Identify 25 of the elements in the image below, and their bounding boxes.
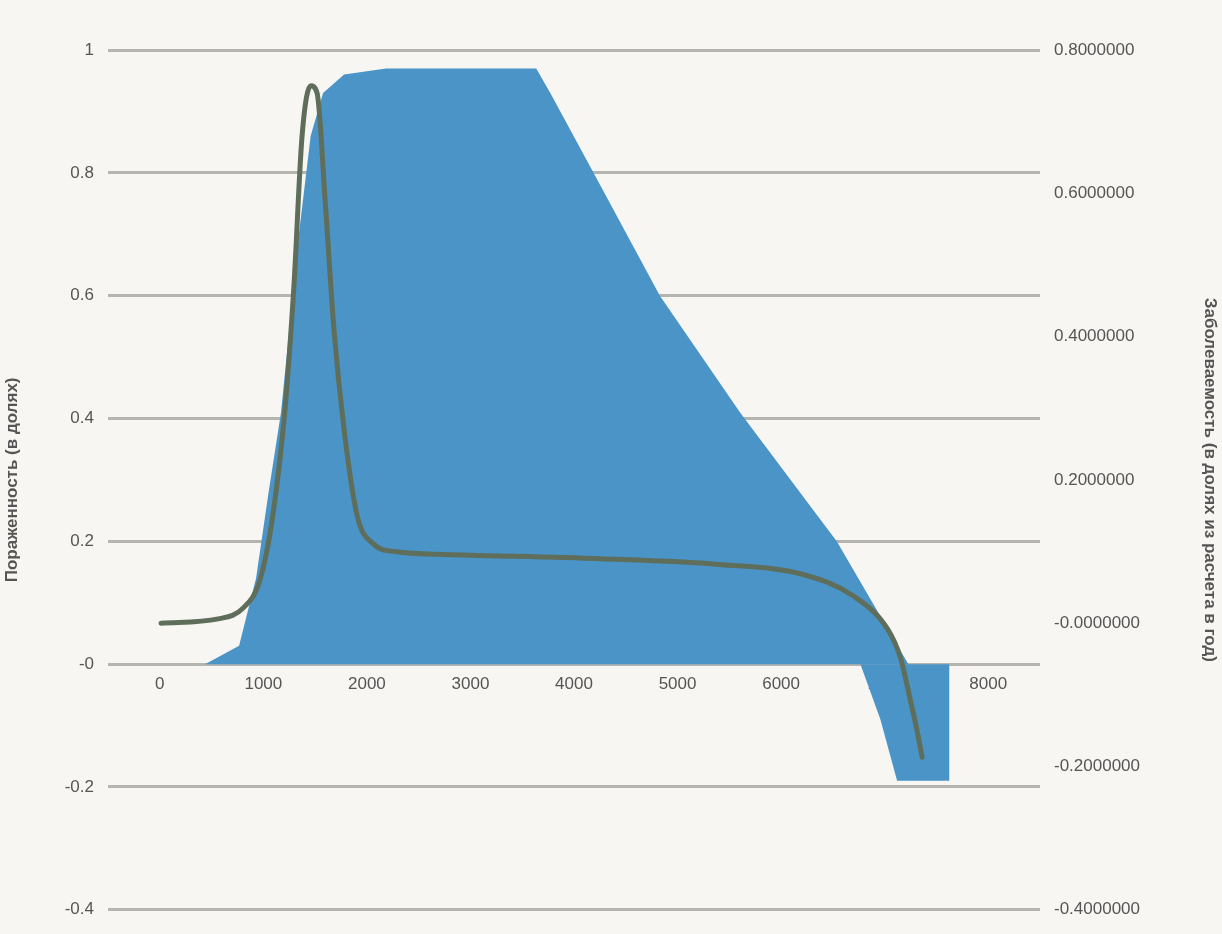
y2-axis-title: Заболеваемость (в долях из расчета в год)	[1201, 297, 1221, 662]
y2-tick-label: -0.0000000	[1054, 612, 1141, 632]
y-tick-label: 1	[84, 39, 94, 59]
x-tick-label: 2000	[347, 674, 386, 694]
y-tick-label: -0.2	[64, 776, 94, 796]
y2-tick-label: 0.2000000	[1054, 469, 1135, 489]
y-axis-title: Пораженность (в долях)	[1, 377, 21, 583]
y-tick-label: -0	[78, 653, 94, 673]
y-tick-label: 0.2	[70, 531, 94, 550]
y2-tick-label: 0.4000000	[1054, 326, 1135, 346]
x-tick-label: 3000	[451, 674, 490, 694]
x-tick-label: 4000	[555, 674, 593, 694]
x-tick-label: 5000	[658, 674, 697, 694]
y-tick-label: 0.4	[70, 408, 94, 428]
x-tick-label: 6000	[762, 674, 801, 694]
y2-tick-label: -0.2000000	[1054, 756, 1141, 776]
y-tick-label: -0.4	[64, 899, 94, 919]
y2-tick-label: -0.4000000	[1054, 899, 1141, 919]
y2-tick-label: 0.6000000	[1054, 182, 1135, 202]
x-tick-label: 0	[155, 674, 165, 694]
x-tick-label: 1000	[244, 674, 283, 694]
y-tick-label: 0.8	[70, 162, 94, 182]
y2-tick-label: 0.8000000	[1054, 39, 1135, 59]
y-tick-label: 0.6	[70, 285, 94, 305]
x-tick-label: 8000	[969, 674, 1008, 694]
